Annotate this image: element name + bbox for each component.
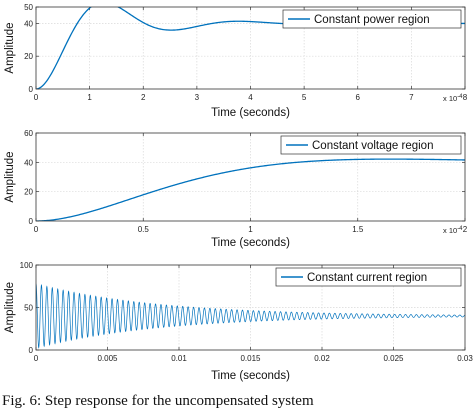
x-tick-label: 0.005 (97, 354, 118, 363)
y-tick-label: 50 (24, 3, 33, 12)
legend: Constant power region (282, 9, 462, 29)
y-tick-label: 100 (20, 261, 34, 270)
subplot-1: 0 1 2 3 4 5 6 7 8 0 20 40 50 x 10-4 Time (seconds) Ampl… (4, 3, 468, 119)
y-tick-label: 20 (24, 188, 33, 197)
legend: Constant voltage region (280, 135, 462, 155)
legend: Constant current region (275, 267, 462, 287)
subplot-3: 0 0.005 0.01 0.015 0.02 0.025 0.03 0 50 100 Time (… (4, 261, 473, 382)
x-tick-label: 0 (34, 225, 39, 234)
x-axis-label: Time (seconds) (211, 237, 290, 249)
x-tick-label: 5 (302, 93, 307, 102)
x-exponent-label: x 10-4 (443, 226, 463, 235)
y-tick-label: 60 (24, 129, 33, 138)
y-tick-label: 0 (29, 346, 34, 355)
x-tick-label: 0.01 (171, 354, 187, 363)
x-tick-label: 1 (248, 225, 253, 234)
axes-frame (35, 6, 466, 90)
x-axis-label: Time (seconds) (211, 370, 290, 382)
x-tick-label: 0.5 (138, 225, 150, 234)
x-tick-label: 1 (87, 93, 92, 102)
x-tick-label: 1.5 (352, 225, 364, 234)
series-line (36, 158, 465, 221)
figure-caption: Fig. 6: Step response for the uncompensa… (2, 393, 314, 409)
y-tick-label: 0 (29, 85, 34, 94)
legend-entry: Constant voltage region (312, 140, 433, 152)
series-line (36, 283, 465, 349)
x-exponent-label: x 10-4 (443, 94, 463, 103)
y-axis-label: Amplitude (4, 151, 16, 202)
axes-frame (35, 132, 466, 222)
legend-box (282, 9, 462, 29)
y-axis-label: Amplitude (4, 282, 16, 333)
legend-entry: Constant power region (314, 14, 430, 26)
y-tick-label: 20 (24, 52, 33, 61)
x-tick-label: 0 (34, 354, 39, 363)
legend-entry: Constant current region (307, 272, 427, 284)
y-tick-label: 40 (24, 158, 33, 167)
x-tick-label: 7 (409, 93, 414, 102)
x-tick-label: 0.02 (314, 354, 330, 363)
axes-frame (35, 264, 466, 351)
x-tick-label: 0.015 (240, 354, 261, 363)
x-tick-label: 8 (463, 93, 468, 102)
legend-box (280, 135, 462, 155)
x-tick-label: 2 (463, 225, 468, 234)
x-tick-label: 0.025 (383, 354, 404, 363)
y-tick-label: 40 (24, 19, 33, 28)
x-axis-label: Time (seconds) (211, 107, 290, 119)
y-tick-label: 0 (29, 217, 34, 226)
x-tick-label: 3 (195, 93, 200, 102)
x-tick-label: 0.03 (457, 354, 473, 363)
legend-box (275, 267, 462, 287)
x-tick-label: 4 (248, 93, 253, 102)
x-tick-label: 2 (141, 93, 146, 102)
x-tick-label: 6 (356, 93, 361, 102)
y-tick-label: 50 (24, 304, 33, 313)
x-tick-label: 0 (34, 93, 39, 102)
y-axis-label: Amplitude (4, 22, 16, 73)
